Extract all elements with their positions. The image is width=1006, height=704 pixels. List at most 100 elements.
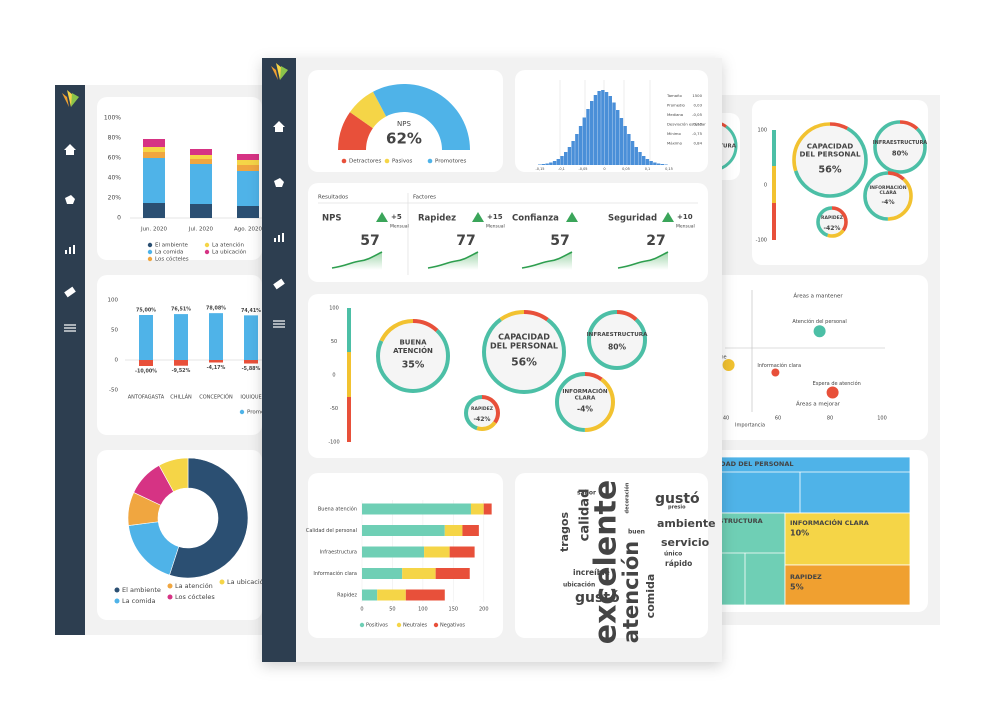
legend-label: Negativos [440,623,465,629]
legend-swatch [433,622,439,628]
bubble-ring [792,122,868,198]
value-label: 76,51% [171,307,191,313]
bubble-ring [816,206,848,238]
x-tick-label: CONCEPCIÓN [199,394,233,401]
stat-label: Desviación estándar [667,122,706,127]
scale-bar [772,203,776,240]
histogram-bar [630,141,635,165]
bar-segment [362,589,378,601]
stat-label: Máximo [667,141,683,146]
icon-home [273,121,285,132]
bubble [378,321,448,391]
x-tick-label: -0,05 [578,167,587,171]
bar-segment [377,589,406,601]
bubble-label: INFRAESTRUCTURA [676,144,737,150]
bubble-value: 80% [608,342,627,351]
word: increíble [573,568,610,577]
donut-slice [169,457,249,579]
bar-segment [237,160,259,165]
word: atención [619,541,643,643]
y-tick-label: Rapidez [337,593,357,599]
word: tragos [558,512,571,553]
sidebar-icon [273,121,285,132]
kpi-name: Seguridad [608,214,657,224]
value-label: -10,00% [135,369,157,375]
bar [244,360,258,364]
bar [139,315,153,360]
bubble-ring [464,395,500,431]
bar [244,315,258,360]
bar-segment [190,159,212,164]
histogram-bar [660,164,664,165]
stat-value: 0,03 [694,103,703,108]
histogram-bar [601,90,605,165]
bubble [818,208,846,236]
x-tick-label: 100 [418,607,428,613]
legend-label: Los cócteles [155,256,189,263]
bubble-label: DEL PERSONAL [490,342,558,351]
scatter-point [813,325,826,338]
treemap-value: 10% [790,529,809,538]
bar-segment [470,503,484,515]
legend-swatch [167,583,173,589]
logo [62,93,69,107]
scatter-point [771,368,780,377]
x-tick-label: Jun. 2020 [140,227,168,233]
kpi-value: 27 [646,233,665,249]
x-tick-label: -0,15 [535,167,544,171]
bubble-label: BUENA [399,339,427,347]
y-tick-label: 50 [111,328,118,334]
bar-segment [402,568,436,579]
stat-value: -0,75 [692,131,702,136]
legend-swatch [204,249,210,255]
x-tick-label: CHILLÁN [170,394,192,401]
scale-bar [347,397,351,442]
bubble-label: INFORMACIÓN [869,184,906,191]
x-tick-label: 0,15 [665,167,673,171]
legend-swatch [114,598,120,604]
bubble-ring [792,122,868,198]
y-tick-label: 100% [104,115,121,122]
histogram-bar [604,92,609,165]
y-tick-label: 60% [108,155,122,162]
bar-segment [424,546,450,558]
left-dashboard: 0 20% 40% 60% 80% 100% Jun. 2020 Jul. 2020 Ago. … [55,85,265,635]
y-tick-label: Buena atención [318,506,357,513]
histogram-bar [564,152,568,165]
icon-slider [64,330,76,332]
card [515,473,708,638]
bar-segment [143,158,165,203]
icon-home [64,144,76,155]
icon-slider [64,324,76,326]
histogram-bar [638,152,642,165]
icon-slider [273,326,285,328]
icon-slider [64,327,76,329]
treemap-label: CAPACIDAD DEL PERSONAL [694,460,794,468]
region-chart: 100 50 0 -50 75,00% -10,00% ANTOFAGASTA 76,51% -… [108,298,262,416]
treemap-cell [784,512,911,566]
x-tick-label: 0,1 [645,167,651,171]
card [97,97,262,260]
y-tick-label: 50 [331,339,337,345]
bubble-ring [555,372,615,432]
bar-segment [435,568,470,579]
bar [209,360,223,363]
kpi-value: 57 [360,233,379,249]
bubble-ring [555,372,615,432]
legend-swatch [427,158,433,164]
sidebar-icon [65,245,75,254]
histogram-bar [593,95,598,165]
section-heading: Factores [413,195,436,201]
center-dashboard: NPS 62% Detractores Pasivos Promotores -0,15 -… [262,58,722,662]
icon-bars [278,235,280,242]
bar-segment [190,149,212,155]
bubble-ring [482,310,566,394]
bar [209,313,223,360]
treemap-label: INFRAESTRUCTURA [692,517,763,525]
stat-value: 0,12 [694,122,703,127]
gauge-segment [338,112,373,150]
scale-bar [347,352,351,397]
icon-bars [73,245,75,254]
legend-label: Promotores [435,159,466,165]
sidebar-icon [65,195,75,204]
